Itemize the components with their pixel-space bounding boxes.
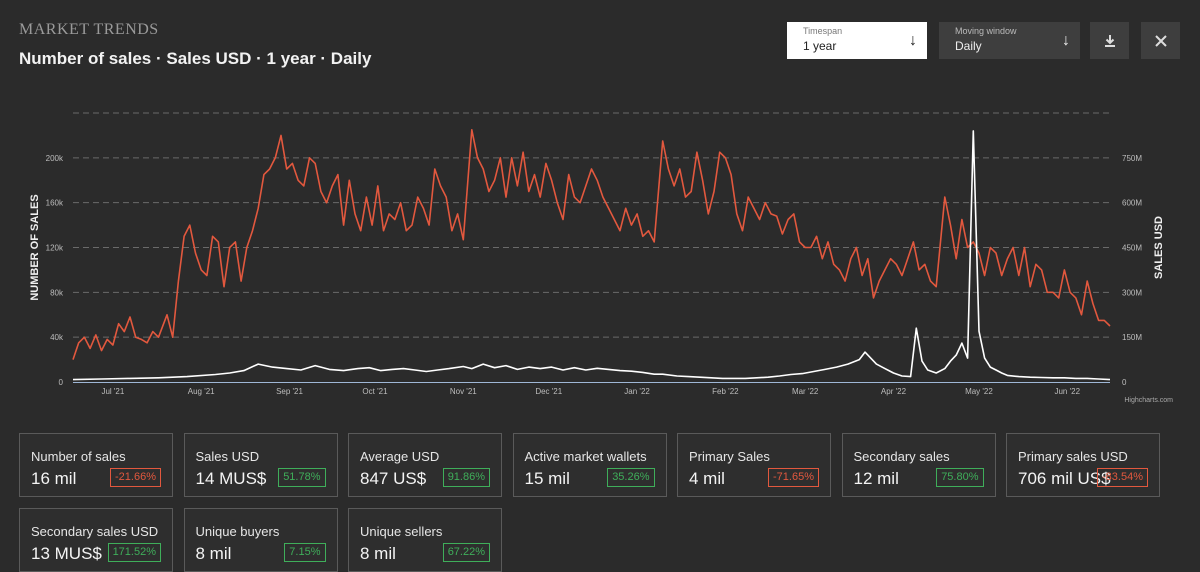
moving-window-label: Moving window bbox=[955, 26, 1017, 36]
stat-card: Primary Sales 4 mil -71.65% bbox=[677, 433, 831, 497]
stat-change-badge: -21.66% bbox=[110, 468, 161, 487]
stat-card: Sales USD 14 MUS$ 51.78% bbox=[183, 433, 338, 497]
y-right-tick-label: 750M bbox=[1122, 154, 1142, 163]
stat-label: Active market wallets bbox=[524, 449, 647, 464]
stat-value: 16 mil bbox=[31, 469, 77, 488]
y-tick-label: 0 bbox=[59, 378, 64, 387]
x-tick-label: May '22 bbox=[965, 387, 993, 396]
stat-change-badge: 67.22% bbox=[442, 543, 490, 562]
y-tick-label: 120k bbox=[46, 244, 64, 253]
y-right-tick-label: 600M bbox=[1122, 199, 1142, 208]
series-line-sales-usd bbox=[72, 130, 1111, 381]
moving-window-value: Daily bbox=[955, 39, 982, 53]
y-right-tick-label: 150M bbox=[1122, 333, 1142, 342]
y-right-tick-label: 450M bbox=[1122, 244, 1142, 253]
stat-change-badge: 35.26% bbox=[607, 468, 655, 487]
download-icon bbox=[1104, 34, 1115, 47]
arrow-down-icon: ↓ bbox=[1062, 32, 1070, 49]
x-tick-label: Mar '22 bbox=[792, 387, 819, 396]
stat-value: 8 mil bbox=[360, 544, 396, 563]
stat-change-badge: 7.15% bbox=[284, 543, 326, 562]
arrow-down-icon: ↓ bbox=[909, 32, 917, 49]
stat-value: 8 mil bbox=[195, 544, 232, 563]
x-tick-label: Aug '21 bbox=[188, 387, 215, 396]
stat-change-badge: 91.86% bbox=[442, 468, 490, 487]
moving-window-select[interactable]: Moving window Daily ↓ bbox=[939, 22, 1080, 59]
y-right-tick-label: 300M bbox=[1122, 288, 1142, 297]
stat-change-badge: 75.80% bbox=[936, 468, 984, 487]
timespan-value: 1 year bbox=[803, 39, 837, 53]
stat-value: 14 MUS$ bbox=[195, 469, 267, 488]
stat-label: Secondary sales bbox=[853, 449, 950, 464]
stat-label: Sales USD bbox=[195, 449, 260, 464]
stat-card: Secondary sales USD 13 MUS$ 171.52% bbox=[19, 508, 173, 572]
brand-title: MARKET TRENDS bbox=[19, 21, 159, 38]
stat-value: 12 mil bbox=[853, 469, 899, 488]
x-tick-label: Oct '21 bbox=[362, 387, 388, 396]
stat-value: 847 US$ bbox=[360, 469, 427, 488]
stat-label: Number of sales bbox=[31, 449, 126, 464]
stat-label: Primary sales USD bbox=[1018, 449, 1128, 464]
stat-card: Unique sellers 8 mil 67.22% bbox=[348, 508, 502, 572]
stat-change-badge: -83.54% bbox=[1097, 468, 1148, 487]
y-tick-label: 160k bbox=[46, 199, 64, 208]
stat-value: 13 MUS$ bbox=[31, 544, 102, 563]
x-tick-label: Apr '22 bbox=[881, 387, 907, 396]
series-line-number-of-sales bbox=[72, 129, 1111, 360]
stat-label: Unique buyers bbox=[195, 524, 280, 539]
x-tick-label: Nov '21 bbox=[450, 387, 477, 396]
stat-card: Active market wallets 15 mil 35.26% bbox=[512, 433, 667, 497]
stat-change-badge: -71.65% bbox=[768, 468, 819, 487]
page-title: Number of sales · Sales USD · 1 year · D… bbox=[19, 49, 372, 68]
stat-card: Average USD 847 US$ 91.86% bbox=[348, 433, 502, 497]
timespan-select[interactable]: Timespan 1 year ↓ bbox=[787, 22, 927, 59]
timespan-label: Timespan bbox=[803, 26, 843, 36]
download-button[interactable] bbox=[1090, 22, 1129, 59]
market-trends-chart: 0 40k 80k 120k 160k 200k 0 150M 300M 450M 600M 750M… bbox=[29, 112, 1173, 404]
stat-label: Secondary sales USD bbox=[31, 524, 159, 539]
x-tick-label: Dec '21 bbox=[535, 387, 562, 396]
y-right-axis-title: SALES USD bbox=[1153, 216, 1165, 279]
x-tick-label: Jul '21 bbox=[101, 387, 124, 396]
y-axis-title: NUMBER OF SALES bbox=[29, 194, 41, 300]
stat-change-badge: 51.78% bbox=[278, 468, 326, 487]
x-tick-label: Sep '21 bbox=[276, 387, 303, 396]
stat-change-badge: 171.52% bbox=[107, 543, 161, 562]
y-tick-label: 200k bbox=[46, 154, 64, 163]
stat-card: Secondary sales 12 mil 75.80% bbox=[841, 433, 996, 497]
stat-card: Number of sales 16 mil -21.66% bbox=[19, 433, 173, 497]
chart-credit: Highcharts.com bbox=[1124, 397, 1173, 404]
stat-value: 15 mil bbox=[524, 469, 570, 488]
stat-value: 4 mil bbox=[689, 469, 725, 488]
stat-label: Unique sellers bbox=[360, 524, 443, 539]
x-tick-label: Jan '22 bbox=[624, 387, 650, 396]
y-right-tick-label: 0 bbox=[1122, 378, 1127, 387]
stat-label: Average USD bbox=[360, 449, 440, 464]
x-tick-label: Jun '22 bbox=[1054, 387, 1080, 396]
x-tick-label: Feb '22 bbox=[712, 387, 739, 396]
close-button[interactable] bbox=[1141, 22, 1180, 59]
stat-value: 706 mil US$ bbox=[1018, 469, 1111, 488]
close-icon bbox=[1154, 34, 1167, 47]
y-tick-label: 40k bbox=[50, 333, 64, 342]
stat-card: Unique buyers 8 mil 7.15% bbox=[183, 508, 338, 572]
stat-label: Primary Sales bbox=[689, 449, 770, 464]
stat-card: Primary sales USD 706 mil US$ -83.54% bbox=[1006, 433, 1160, 497]
y-tick-label: 80k bbox=[50, 288, 64, 297]
